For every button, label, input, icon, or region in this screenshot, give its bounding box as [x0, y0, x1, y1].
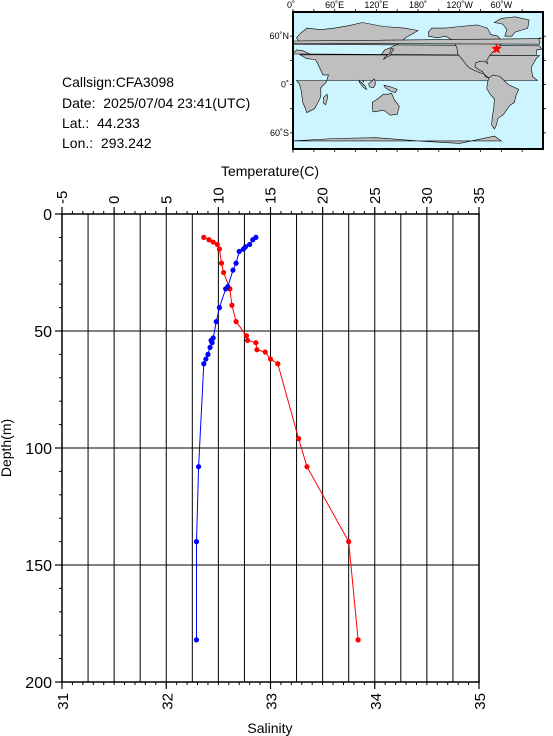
south-america-landmass: [486, 74, 520, 130]
temperature-tick-label: 0: [106, 196, 123, 204]
salinity-data-point: [205, 351, 211, 357]
temperature-tick-label: 10: [210, 187, 227, 204]
map-latitude-label: 60˚N: [269, 31, 289, 41]
temperature-data-point: [229, 302, 235, 308]
north-america-landmass: [428, 24, 504, 79]
temperature-data-point: [201, 234, 207, 240]
temperature-axis: -5 0 5 10 15 20 25 30 35: [54, 187, 488, 214]
salinity-data-point: [193, 539, 200, 545]
map-longitude-label: 180˚: [409, 0, 427, 10]
salinity-data-point: [223, 286, 229, 292]
temperature-data-point: [346, 539, 352, 545]
depth-axis-title: Depth(m): [0, 419, 14, 477]
temperature-data-point: [262, 349, 268, 355]
temperature-data-point: [253, 340, 259, 346]
temperature-profile-line: [203, 236, 359, 640]
map-longitude-label: 120˚E: [364, 0, 388, 10]
salinity-data-point: [207, 344, 213, 350]
temperature-data-point: [220, 269, 227, 276]
salinity-data-point: [203, 356, 209, 362]
temperature-data-point: [206, 237, 212, 243]
salinity-data-point: [250, 237, 256, 243]
depth-axis: 0 50 100 150 200: [25, 207, 62, 692]
temperature-data-point: [296, 436, 302, 442]
salinity-tick-label: 34: [368, 693, 385, 710]
depth-tick-label: 50: [34, 324, 52, 341]
salinity-data-point: [230, 267, 236, 273]
madagascar-landmass: [323, 93, 329, 106]
australia-landmass: [371, 93, 400, 116]
profile-chart: -5 0 5 10 15 20 25 30 35 31 32 33 34 35 050100150200…: [0, 163, 489, 736]
map-latitude-label: 0˚: [281, 80, 289, 90]
temperature-tick-label: 25: [367, 187, 384, 204]
salinity-data-point: [193, 637, 200, 643]
temperature-data-point: [254, 347, 260, 353]
salinity-axis: 31 32 33 34 35: [55, 682, 489, 710]
temperature-data-point: [243, 333, 250, 339]
map-longitude-label: 60˚W: [491, 0, 513, 10]
salinity-data-point: [201, 361, 207, 367]
temperature-data-point: [275, 361, 281, 367]
map-longitude-labels: 0˚ 60˚E 120˚E 180˚ 120˚W 60˚W: [287, 0, 513, 10]
temperature-data-point: [214, 241, 220, 248]
temperature-tick-label: 15: [263, 187, 280, 204]
borneo-landmass: [368, 78, 376, 89]
salinity-data-point: [247, 241, 253, 248]
map-latitude-labels: 60˚N 0˚ 60˚S: [269, 31, 289, 138]
temperature-data-point: [304, 464, 310, 470]
station-marker: [491, 43, 503, 54]
temperature-tick-label: 30: [419, 187, 436, 204]
temperature-data-point: [355, 637, 361, 643]
map-longitude-label: 60˚E: [325, 0, 344, 10]
station-longitude: Lon.: 293.242: [62, 135, 152, 151]
greenland-landmass: [493, 16, 530, 37]
map-longitude-label: 120˚W: [446, 0, 473, 10]
salinity-tick-label: 33: [264, 693, 281, 710]
salinity-data-point: [236, 248, 242, 255]
depth-tick-label: 150: [25, 558, 52, 575]
depth-tick-label: 100: [25, 441, 52, 458]
map-latitude-label: 60˚S: [270, 128, 289, 138]
temperature-data-point: [244, 337, 251, 343]
salinity-tick-label: 35: [472, 693, 489, 710]
chart-grid: [62, 214, 479, 682]
temperature-tick-label: 5: [158, 196, 175, 204]
temperature-data-point: [267, 356, 274, 362]
salinity-tick-label: 32: [159, 693, 176, 710]
station-callsign: Callsign:CFA3098: [62, 74, 175, 90]
salinity-data-point: [240, 246, 246, 252]
japan-landmass: [383, 47, 395, 60]
africa-landmass: [295, 54, 541, 114]
station-date: Date: 2025/07/04 23:41(UTC): [62, 95, 251, 111]
salinity-data-point: [209, 340, 215, 346]
new-guinea-landmass: [383, 84, 398, 93]
station-latitude: Lat.: 44.233: [62, 115, 140, 131]
depth-tick-label: 0: [43, 207, 52, 224]
data-series: [193, 234, 361, 643]
temperature-data-point: [210, 239, 216, 245]
temperature-tick-label: 35: [471, 187, 488, 204]
salinity-data-point: [233, 260, 239, 266]
temperature-data-point: [216, 246, 223, 252]
station-marker-star: [491, 43, 503, 54]
location-map: 0˚ 60˚E 120˚E 180˚ 120˚W 60˚W 60˚N 0˚ 60˚S: [269, 0, 546, 153]
map-ticks: [290, 9, 546, 152]
temperature-tick-label: -5: [54, 191, 71, 204]
salinity-profile-line: [196, 236, 257, 640]
salinity-data-point: [195, 464, 202, 470]
temperature-axis-title: Temperature(C): [221, 163, 319, 179]
salinity-axis-title: Salinity: [247, 720, 292, 736]
temperature-data-point: [218, 260, 225, 266]
temperature-data-point: [233, 319, 239, 325]
salinity-data-point: [213, 319, 219, 325]
map-longitude-label: 0˚: [287, 0, 295, 10]
depth-tick-label: 200: [25, 675, 52, 692]
salinity-tick-label: 31: [55, 693, 72, 710]
salinity-data-point: [216, 305, 223, 311]
sumatra-landmass: [358, 79, 368, 91]
temperature-tick-label: 20: [315, 187, 332, 204]
